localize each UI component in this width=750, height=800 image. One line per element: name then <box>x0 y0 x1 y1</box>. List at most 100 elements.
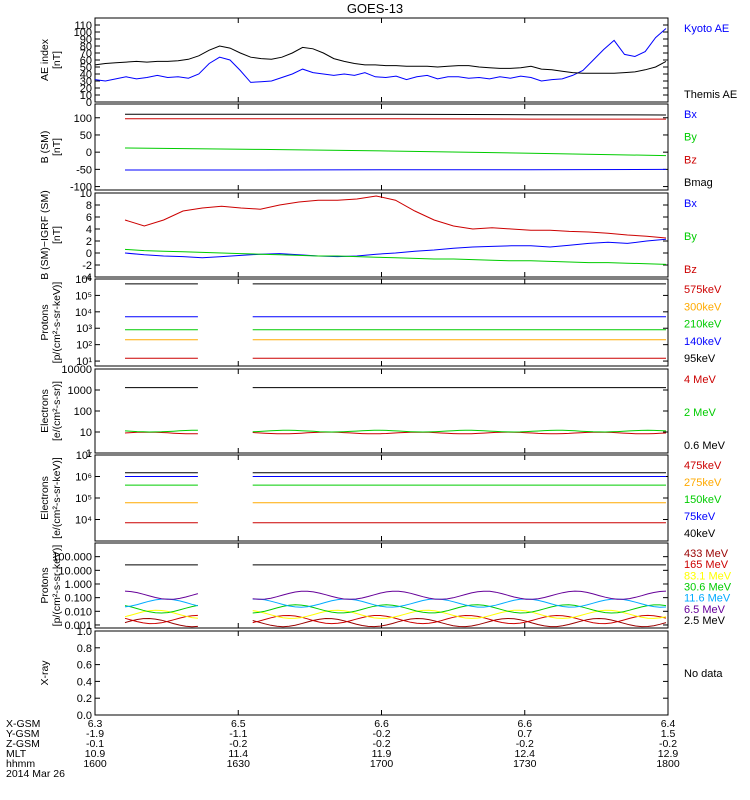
legend-label: Bx <box>684 198 697 210</box>
panel-3: 10¹ 10² 10³ 10⁴ 10⁵ 10⁶ Protons[p/(cm²-s-sr-ke… <box>39 274 722 368</box>
y-tick-label: 10⁷ <box>76 450 92 462</box>
x-tick-value: 1700 <box>370 758 394 770</box>
y-tick-label: 20 <box>80 83 92 95</box>
y-tick-label: 4 <box>86 224 92 236</box>
x-tick-value: -0.2 <box>372 728 390 740</box>
x-tick-value: -1.9 <box>86 728 104 740</box>
legend-label: 4 MeV <box>684 374 716 386</box>
series-line-Bz <box>124 195 667 239</box>
legend-label: 433 MeV <box>684 548 729 560</box>
chart-title: GOES-13 <box>347 1 403 16</box>
x-tick-value: 1600 <box>83 758 107 770</box>
legend-label: Bmag <box>684 177 713 189</box>
y-tick-label: 10³ <box>76 323 92 335</box>
y-axis-label: AE index[nT] <box>39 38 63 81</box>
y-tick-label: 0.001 <box>64 620 92 632</box>
x-tick-value: 11.4 <box>228 748 248 760</box>
x-row-label: MLT <box>6 748 27 760</box>
legend-label: 2.5 MeV <box>684 615 726 627</box>
y-tick-label: 0 <box>86 97 92 109</box>
x-tick-value: 0.7 <box>517 728 532 740</box>
panel-7: 0.0 0.2 0.4 0.6 0.8 1.0 X-ray No data <box>39 626 723 722</box>
x-tick-value: 12.9 <box>658 748 679 760</box>
panel-frame <box>94 278 669 367</box>
legend-label: Bz <box>684 154 697 166</box>
y-tick-label: 0.4 <box>77 676 92 688</box>
x-tick-value: 12.4 <box>515 748 536 760</box>
legend-label: 475keV <box>684 460 722 472</box>
legend-label: Kyoto AE <box>684 23 729 35</box>
y-tick-label: 10.000 <box>58 565 92 577</box>
x-tick-value: 1730 <box>513 758 537 770</box>
x-tick-value: 10.9 <box>85 748 106 760</box>
x-tick-value: 1630 <box>227 758 251 770</box>
legend-label: 6.5 MeV <box>684 604 726 616</box>
y-tick-label: 10⁵ <box>75 290 92 302</box>
legend-label: 165 MeV <box>684 559 729 571</box>
x-tick-value: 1.5 <box>661 728 676 740</box>
series-line-433-MeV <box>124 617 667 628</box>
no-data-label: No data <box>684 668 723 680</box>
x-tick-value: -0.2 <box>516 738 534 750</box>
series-line-30.6-MeV <box>124 604 667 614</box>
series-line-Bmag <box>125 113 667 116</box>
panel-frame <box>94 368 669 454</box>
x-tick-value: 6.6 <box>517 718 532 730</box>
y-tick-label: 50 <box>80 62 92 74</box>
x-tick-value: -0.2 <box>659 738 677 750</box>
series-line-6.5-MeV <box>124 590 667 600</box>
y-axis-label: Protons[p/(cm²-s-sr-keV)] <box>39 545 63 627</box>
legend-label: 11.6 MeV <box>684 593 731 605</box>
panel-frame <box>94 192 669 278</box>
legend-label: 140keV <box>684 336 722 348</box>
y-tick-label: 10⁴ <box>75 515 92 527</box>
x-tick-value: 6.4 <box>661 718 676 730</box>
panel-4: 1 10 100 1000 10000 Electrons[e/(cm²-s-sr)] 4 … <box>39 364 726 460</box>
y-tick-label: 70 <box>80 48 92 60</box>
series-line-83.1-MeV <box>124 609 667 619</box>
legend-label: Bx <box>684 109 697 121</box>
legend-label: 0.6 MeV <box>684 440 726 452</box>
series-line-Bx <box>124 238 667 259</box>
y-tick-label: 10 <box>80 90 92 102</box>
panel-frame <box>94 630 669 716</box>
legend-label: 83.1 MeV <box>684 570 732 582</box>
y-tick-label: 1.000 <box>64 579 92 591</box>
panel-1: -100 -50 0 50 100 B (SM)[nT] Bx By Bz Bmag <box>39 103 713 194</box>
y-tick-label: -50 <box>76 164 92 176</box>
y-tick-label: 0.0 <box>77 710 92 722</box>
y-tick-label: 10⁶ <box>75 472 92 484</box>
y-tick-label: 10 <box>80 188 92 200</box>
x-tick-value: -0.2 <box>372 738 390 750</box>
y-axis-label: B (SM)−IGRF (SM)[nT] <box>39 190 63 280</box>
panel-5: 10⁴ 10⁵ 10⁶ 10⁷ Electrons[e/(cm²-s-sr-keV)] 4… <box>39 450 722 542</box>
y-tick-label: 90 <box>80 34 92 46</box>
y-tick-label: 100.000 <box>52 552 92 564</box>
y-tick-label: 60 <box>80 55 92 67</box>
panel-frame <box>94 103 669 191</box>
legend-label: 210keV <box>684 319 722 331</box>
legend-label: 75keV <box>684 511 716 523</box>
series-line-2-MeV <box>124 429 667 433</box>
y-tick-label: 80 <box>80 41 92 53</box>
series-line-By <box>124 248 667 265</box>
y-tick-label: 0 <box>86 248 92 260</box>
x-tick-value: -0.2 <box>229 738 247 750</box>
y-tick-label: 0.2 <box>77 693 92 705</box>
y-tick-label: 10⁵ <box>75 493 92 505</box>
y-axis-label: Electrons[e/(cm²-s-sr)] <box>39 381 63 441</box>
y-tick-label: 40 <box>80 69 92 81</box>
y-tick-label: 110 <box>74 20 92 32</box>
y-tick-label: 10⁴ <box>75 307 92 319</box>
legend-label: 275keV <box>684 477 722 489</box>
y-tick-label: 100 <box>74 113 92 125</box>
legend-label: 95keV <box>684 353 716 365</box>
legend-label: Bz <box>684 264 697 276</box>
x-tick-value: -1.1 <box>229 728 247 740</box>
x-tick-value: 1800 <box>656 758 680 770</box>
y-axis-label: B (SM)[nT] <box>39 131 63 164</box>
legend-label: Themis AE <box>684 89 737 101</box>
